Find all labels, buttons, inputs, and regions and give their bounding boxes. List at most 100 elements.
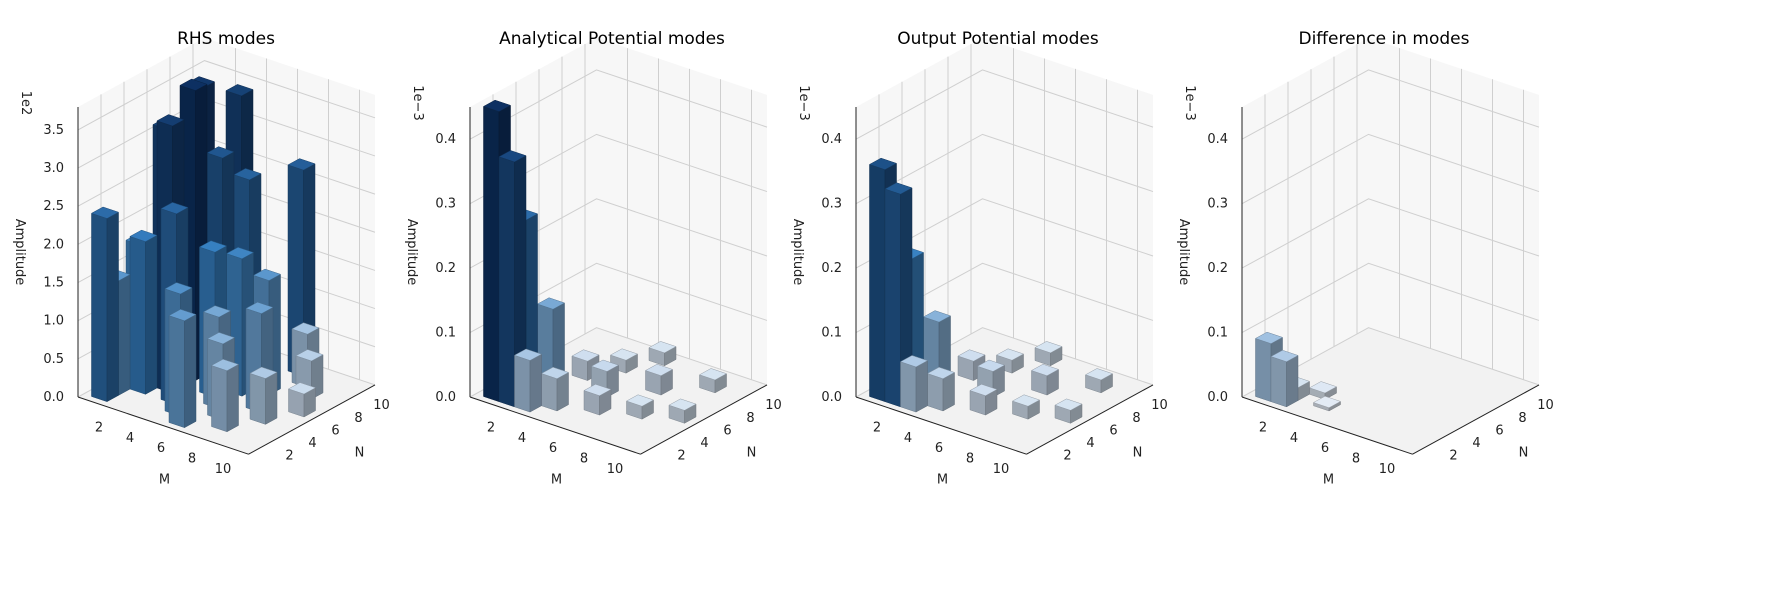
n-axis-label: N	[1519, 445, 1529, 460]
floor-pane	[1242, 327, 1539, 455]
bar	[206, 146, 235, 159]
n-tick-label: 2	[285, 449, 293, 464]
bar	[210, 358, 240, 371]
grid-line	[1241, 133, 1540, 205]
m-tick-label: 4	[904, 431, 912, 446]
bar	[160, 202, 189, 215]
bar	[90, 206, 120, 219]
z-axis-label: Amplitude	[790, 219, 805, 286]
chart-panel: 0.00.51.01.52.02.53.03.5246810246810MNAm…	[12, 37, 390, 487]
m-tick-label: 8	[188, 452, 196, 467]
m-tick-label: 2	[487, 420, 495, 435]
z-axis-label: Amplitude	[12, 219, 27, 286]
z-tick-label: 0.4	[821, 132, 842, 147]
m-tick-label: 8	[1352, 452, 1360, 467]
bar	[869, 164, 886, 402]
n-tick-label: 2	[677, 449, 685, 464]
bar	[556, 372, 569, 412]
n-tick-label: 6	[1109, 423, 1117, 438]
m-tick-label: 10	[215, 462, 232, 477]
m-tick-label: 10	[607, 462, 624, 477]
bar	[295, 349, 324, 362]
bar	[287, 382, 317, 395]
n-tick-label: 4	[700, 436, 708, 451]
z-multiplier-label: 1e−3	[796, 85, 811, 120]
bar	[249, 366, 278, 379]
chart-panel: 0.00.10.20.30.4246810246810MNAmplitude1e…	[1176, 37, 1554, 487]
n-tick-label: 10	[1537, 398, 1554, 413]
bar	[644, 363, 674, 376]
bar	[915, 360, 928, 413]
bar	[976, 359, 1006, 372]
z-tick-label: 2.0	[43, 237, 64, 252]
side-wall	[596, 37, 767, 385]
bar	[995, 348, 1025, 361]
bar	[884, 182, 913, 195]
bar	[118, 274, 131, 396]
z-tick-label: 0.4	[435, 132, 456, 147]
n-tick-label: 10	[373, 398, 390, 413]
m-tick-label: 10	[1379, 462, 1396, 477]
bar	[106, 211, 119, 403]
bar	[1286, 355, 1299, 408]
z-tick-label: 0.2	[435, 261, 456, 276]
n-tick-label: 2	[1063, 449, 1071, 464]
z-multiplier-label: 1e2	[18, 91, 33, 116]
z-tick-label: 2.5	[43, 199, 64, 214]
bar	[1270, 349, 1299, 363]
m-axis-line	[77, 396, 249, 455]
bar	[513, 348, 543, 361]
bar	[1312, 395, 1342, 408]
z-tick-label: 0.1	[435, 326, 456, 341]
bar	[249, 373, 266, 425]
bar	[590, 359, 620, 372]
m-axis-label: M	[551, 472, 562, 487]
bar	[179, 78, 208, 91]
bar	[202, 305, 232, 318]
bar	[529, 353, 542, 413]
panel-title: RHS modes	[177, 29, 275, 49]
bar	[129, 236, 146, 395]
bar	[583, 383, 612, 396]
z-tick-label: 0.1	[821, 326, 842, 341]
n-tick-label: 4	[1472, 436, 1480, 451]
n-tick-label: 8	[1518, 411, 1526, 426]
bar	[540, 366, 570, 379]
grid-line	[1241, 198, 1540, 269]
bar	[536, 297, 566, 310]
panel-title: Output Potential modes	[897, 29, 1099, 49]
z-tick-label: 0.4	[1207, 132, 1228, 147]
bar	[541, 373, 558, 412]
z-tick-label: 0.2	[821, 261, 842, 276]
z-tick-label: 0.0	[435, 390, 456, 405]
bar	[969, 383, 998, 396]
m-tick-label: 4	[518, 431, 526, 446]
bar	[164, 282, 193, 295]
bar	[225, 84, 254, 97]
bar	[927, 373, 944, 412]
m-axis-line	[469, 396, 641, 455]
m-tick-label: 10	[993, 462, 1010, 477]
n-tick-label: 6	[1495, 423, 1503, 438]
grid-line	[1241, 262, 1540, 333]
z-tick-label: 0.0	[43, 390, 64, 405]
back-wall	[1242, 37, 1369, 397]
n-tick-label: 6	[331, 423, 339, 438]
panel-title: Analytical Potential modes	[499, 29, 725, 49]
bar	[483, 106, 500, 402]
m-tick-label: 4	[1290, 431, 1298, 446]
z-tick-label: 0.1	[1207, 326, 1228, 341]
n-tick-label: 6	[723, 423, 731, 438]
bar	[698, 368, 728, 381]
m-tick-label: 2	[1259, 420, 1267, 435]
bar	[868, 157, 898, 170]
n-tick-label: 8	[746, 411, 754, 426]
m-tick-label: 2	[873, 420, 881, 435]
bar	[926, 366, 956, 379]
bar	[198, 240, 228, 253]
side-wall	[1368, 37, 1539, 385]
z-multiplier-label: 1e−3	[410, 85, 425, 120]
bar	[899, 355, 929, 368]
bar	[226, 363, 239, 433]
